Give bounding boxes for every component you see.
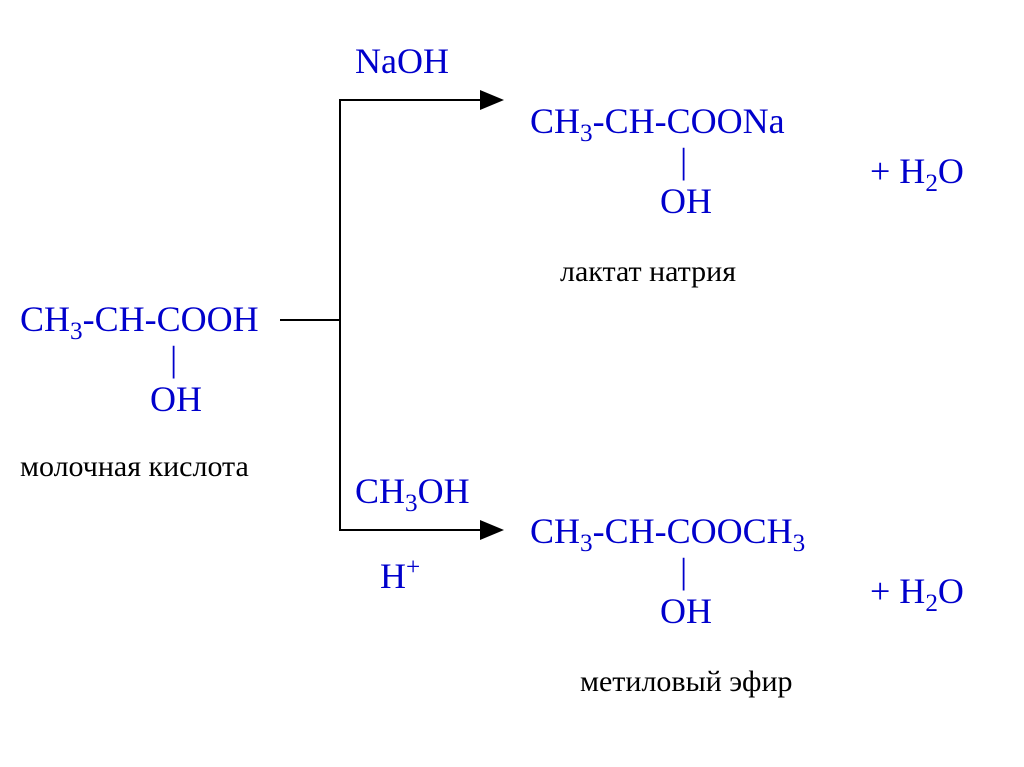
reactant-line2: OH	[150, 378, 202, 420]
product-top-plus: + H2O	[870, 150, 964, 192]
product-bottom-line2: OH	[660, 590, 712, 632]
product-top-line1: CH3-CH-COONa	[530, 100, 785, 142]
product-bottom-plus: + H2O	[870, 570, 964, 612]
arrow-top	[340, 100, 500, 320]
product-bottom-label: метиловый эфир	[580, 665, 793, 699]
reagent-bottom-main: CH3OH	[355, 470, 470, 512]
product-top-label: лактат натрия	[560, 255, 736, 289]
reactant-line1: CH3-CH-COOH	[20, 298, 259, 340]
product-bottom-bond: |	[680, 550, 687, 592]
product-top-line2: OH	[660, 180, 712, 222]
product-bottom-line1: CH3-CH-COOCH3	[530, 510, 805, 552]
product-top-bond: |	[680, 140, 687, 182]
reagent-bottom-cond: H+	[380, 555, 420, 597]
reagent-top: NaOH	[355, 40, 449, 82]
diagram-canvas: CH3-CH-COOH | OH молочная кислота NaOH C…	[0, 0, 1024, 767]
reactant-label: молочная кислота	[20, 450, 249, 484]
reactant-bond: |	[170, 338, 177, 380]
